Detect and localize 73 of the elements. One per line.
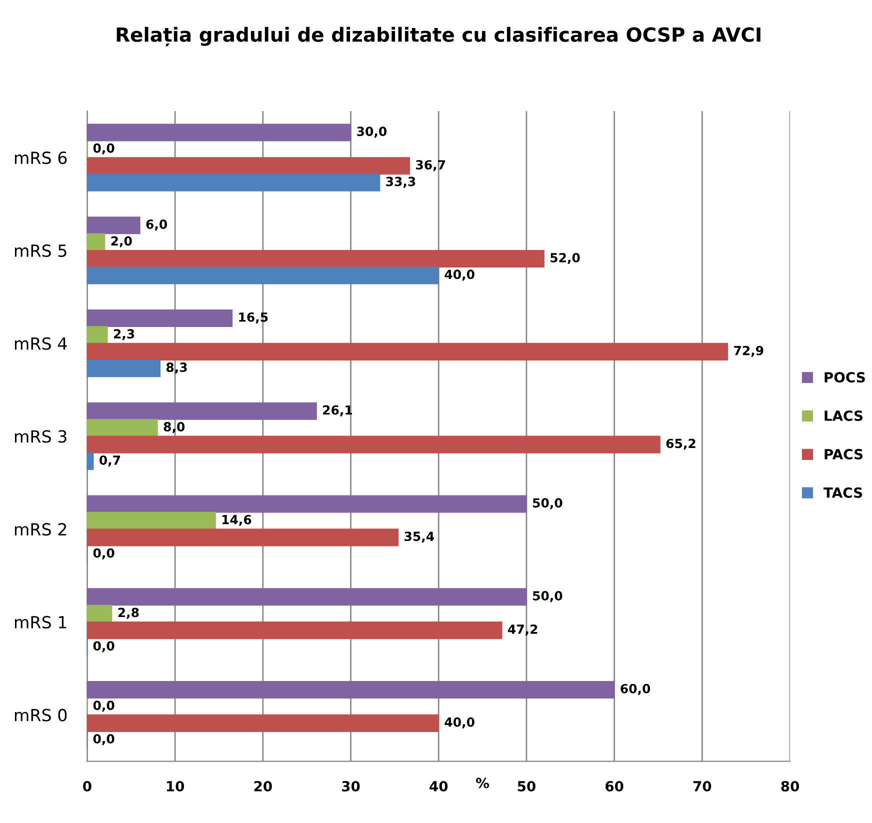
- y-tick-label: mRS 3: [14, 430, 66, 443]
- data-label: 0,0: [93, 548, 114, 560]
- bar: [86, 402, 317, 420]
- data-label: 26,1: [323, 405, 352, 416]
- y-tick-label: mRS 1: [14, 616, 66, 629]
- x-tick-label: 30: [342, 780, 360, 792]
- x-axis-title: %: [476, 778, 490, 788]
- data-label: 30,0: [357, 126, 387, 138]
- bar: [86, 157, 410, 175]
- bar: [86, 528, 399, 546]
- bar: [86, 266, 440, 284]
- data-label: 0,0: [93, 641, 114, 652]
- bar: [86, 452, 94, 470]
- data-label: 40,0: [444, 717, 474, 728]
- data-label: 8,3: [166, 362, 187, 374]
- data-label: 14,6: [222, 514, 252, 526]
- x-tick-label: 60: [606, 780, 624, 792]
- data-label: 47,2: [508, 624, 538, 636]
- legend-label: LACS: [824, 410, 862, 421]
- bar: [86, 250, 544, 268]
- data-label: 36,7: [416, 160, 446, 172]
- y-tick-label: mRS 5: [14, 244, 66, 257]
- bar: [86, 216, 140, 234]
- bar: [86, 622, 502, 640]
- data-label: 65,2: [666, 438, 696, 450]
- data-label: 40,0: [444, 270, 474, 281]
- bar: [86, 714, 440, 732]
- bar: [86, 512, 216, 530]
- data-label: 50,0: [532, 498, 562, 510]
- data-label: 0,0: [93, 700, 114, 712]
- bar: [86, 604, 112, 622]
- data-label: 8,0: [164, 422, 185, 434]
- data-label: 35,4: [404, 532, 434, 543]
- chart-title: Relația gradului de dizabilitate cu clasificarea OCSP a AVCI: [116, 26, 760, 46]
- y-tick-label: mRS 4: [14, 337, 67, 350]
- bar: [86, 124, 352, 142]
- bar: [86, 436, 660, 454]
- data-label: 2,8: [118, 608, 139, 619]
- data-label: 50,0: [532, 591, 562, 602]
- data-label: 6,0: [146, 220, 168, 231]
- x-tick-label: 0: [83, 780, 92, 792]
- bar: [86, 495, 527, 513]
- data-label: 60,0: [620, 684, 650, 695]
- bar: [86, 342, 728, 360]
- data-label: 33,3: [386, 176, 416, 188]
- y-tick-label: mRS 6: [14, 152, 67, 164]
- bar: [86, 174, 380, 192]
- x-tick-label: 20: [254, 780, 272, 792]
- x-tick-label: 10: [166, 780, 184, 792]
- legend-label: POCS: [824, 372, 865, 383]
- y-tick-label: mRS 0: [14, 708, 67, 722]
- x-tick-label: 40: [430, 780, 448, 792]
- data-label: 2,3: [114, 329, 134, 340]
- legend-label: TACS: [824, 487, 862, 498]
- data-label: 16,5: [239, 312, 268, 324]
- bar: [86, 360, 161, 378]
- data-label: 72,9: [734, 346, 764, 357]
- bar: [86, 326, 108, 344]
- bar: [86, 419, 158, 437]
- data-label: 2,0: [111, 236, 132, 248]
- data-label: 0,7: [100, 455, 120, 466]
- data-label: 52,0: [550, 252, 580, 264]
- legend-label: PACS: [824, 448, 863, 460]
- data-label: 0,0: [93, 143, 114, 154]
- bar: [86, 309, 233, 328]
- bar: [86, 233, 106, 251]
- x-tick-label: 70: [693, 780, 712, 792]
- x-tick-label: 80: [781, 780, 800, 792]
- data-label: 0,0: [93, 734, 114, 746]
- y-tick-label: mRS 2: [14, 523, 66, 536]
- bar: [86, 588, 527, 606]
- x-tick-label: 50: [518, 780, 536, 792]
- bar: [86, 680, 615, 699]
